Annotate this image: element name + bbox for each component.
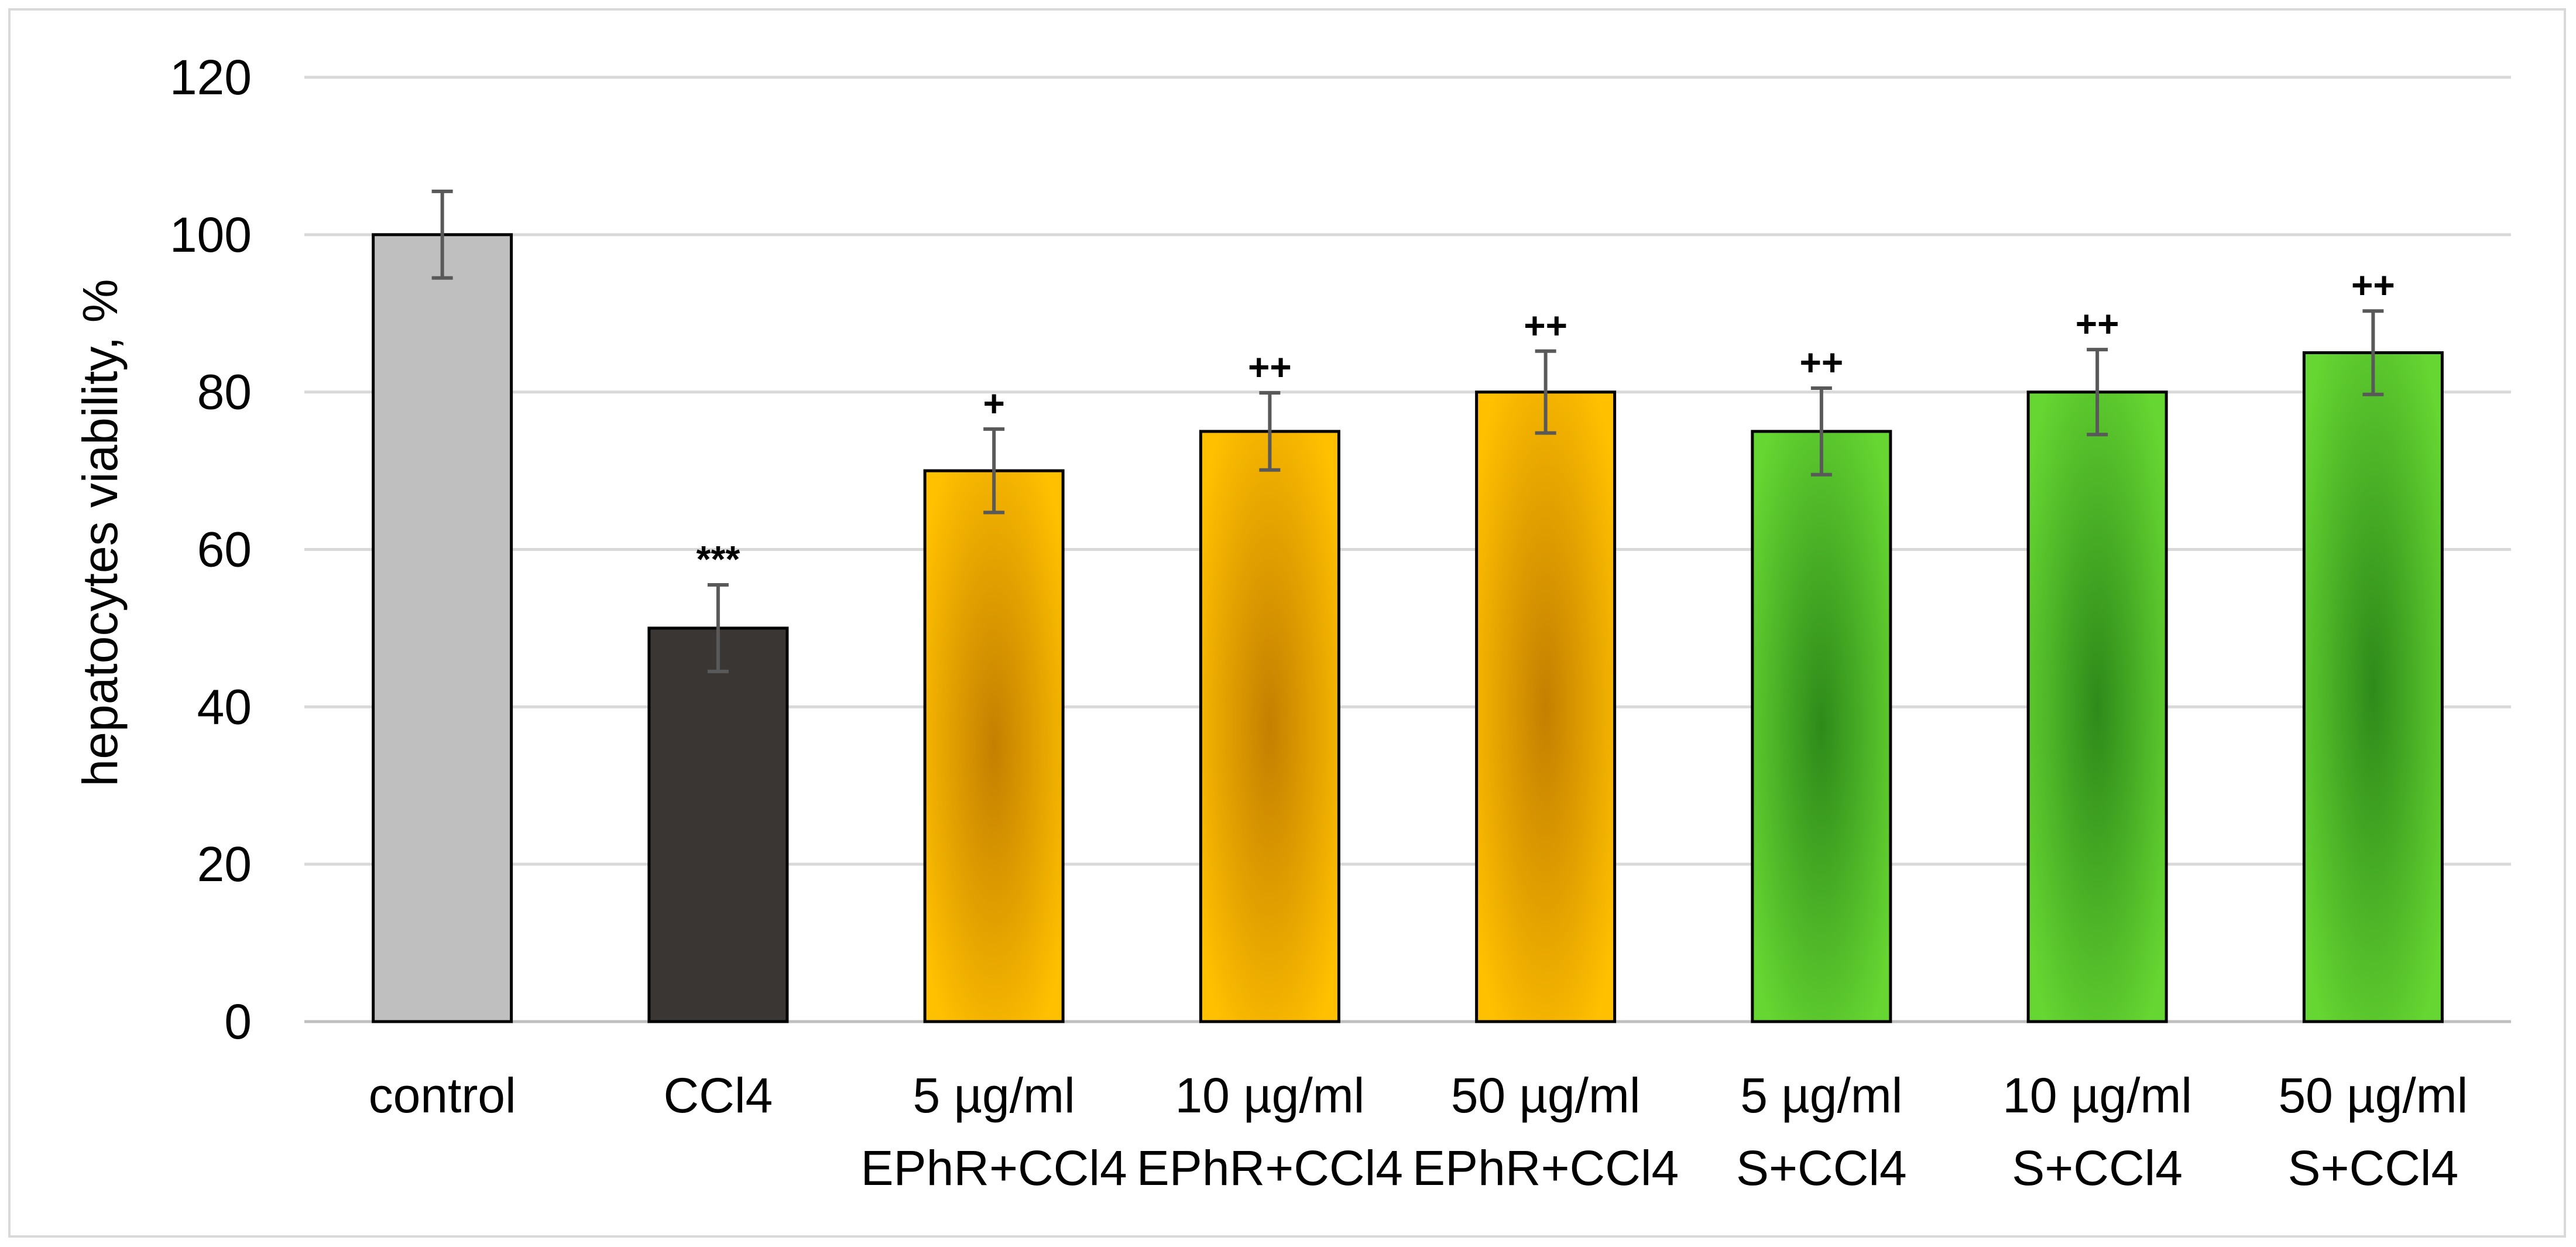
y-tick-label: 20 <box>197 837 252 892</box>
x-category-label: 5 µg/ml S+CCl4 <box>1736 1068 1907 1195</box>
error-bar <box>1259 391 1281 472</box>
x-category-label: 5 µg/ml EPhR+CCl4 <box>861 1068 1127 1195</box>
significance-label: ++ <box>1800 341 1844 383</box>
error-bar <box>431 189 453 280</box>
bar <box>2026 390 2168 1023</box>
error-bar <box>707 583 729 673</box>
error-bars <box>431 189 2384 673</box>
bar <box>1751 430 1892 1023</box>
x-category-label: 50 µg/ml EPhR+CCl4 <box>1412 1068 1679 1195</box>
error-bar <box>1535 349 1556 435</box>
bars <box>372 233 2444 1023</box>
bar <box>2302 351 2444 1023</box>
x-category-label: 10 µg/ml EPhR+CCl4 <box>1137 1068 1403 1195</box>
y-tick-label: 60 <box>197 522 252 577</box>
y-tick-label: 100 <box>170 207 252 262</box>
error-bar <box>2087 348 2108 437</box>
bar <box>1475 390 1617 1023</box>
significance-label: + <box>983 382 1004 424</box>
error-bar <box>983 427 1005 515</box>
bar <box>647 626 789 1023</box>
significance-label: *** <box>697 538 740 580</box>
significance-label: ++ <box>2076 303 2119 345</box>
x-category-label: CCl4 <box>664 1068 773 1123</box>
bar <box>923 469 1065 1023</box>
error-bar <box>2362 309 2384 396</box>
y-tick-label: 80 <box>197 365 252 420</box>
y-axis-ticks: 0 20 40 60 80 100 120 <box>170 50 252 1049</box>
x-category-label: 50 µg/ml S+CCl4 <box>2278 1068 2468 1195</box>
y-tick-label: 40 <box>197 679 252 734</box>
x-category-label: control <box>369 1068 516 1123</box>
significance-label: ++ <box>1524 304 1567 347</box>
error-bar <box>1810 386 1832 477</box>
y-axis-title: hepatocytes viability, % <box>73 279 128 787</box>
bar <box>1199 430 1340 1023</box>
bar <box>372 233 513 1023</box>
significance-marks: ***+++++++++++ <box>697 264 2395 580</box>
gridlines <box>304 76 2511 1023</box>
y-tick-label: 0 <box>224 994 252 1049</box>
significance-label: ++ <box>2351 264 2395 306</box>
x-category-label: 10 µg/ml S+CCl4 <box>2002 1068 2192 1195</box>
y-tick-label: 120 <box>170 50 252 105</box>
significance-label: ++ <box>1248 346 1292 388</box>
